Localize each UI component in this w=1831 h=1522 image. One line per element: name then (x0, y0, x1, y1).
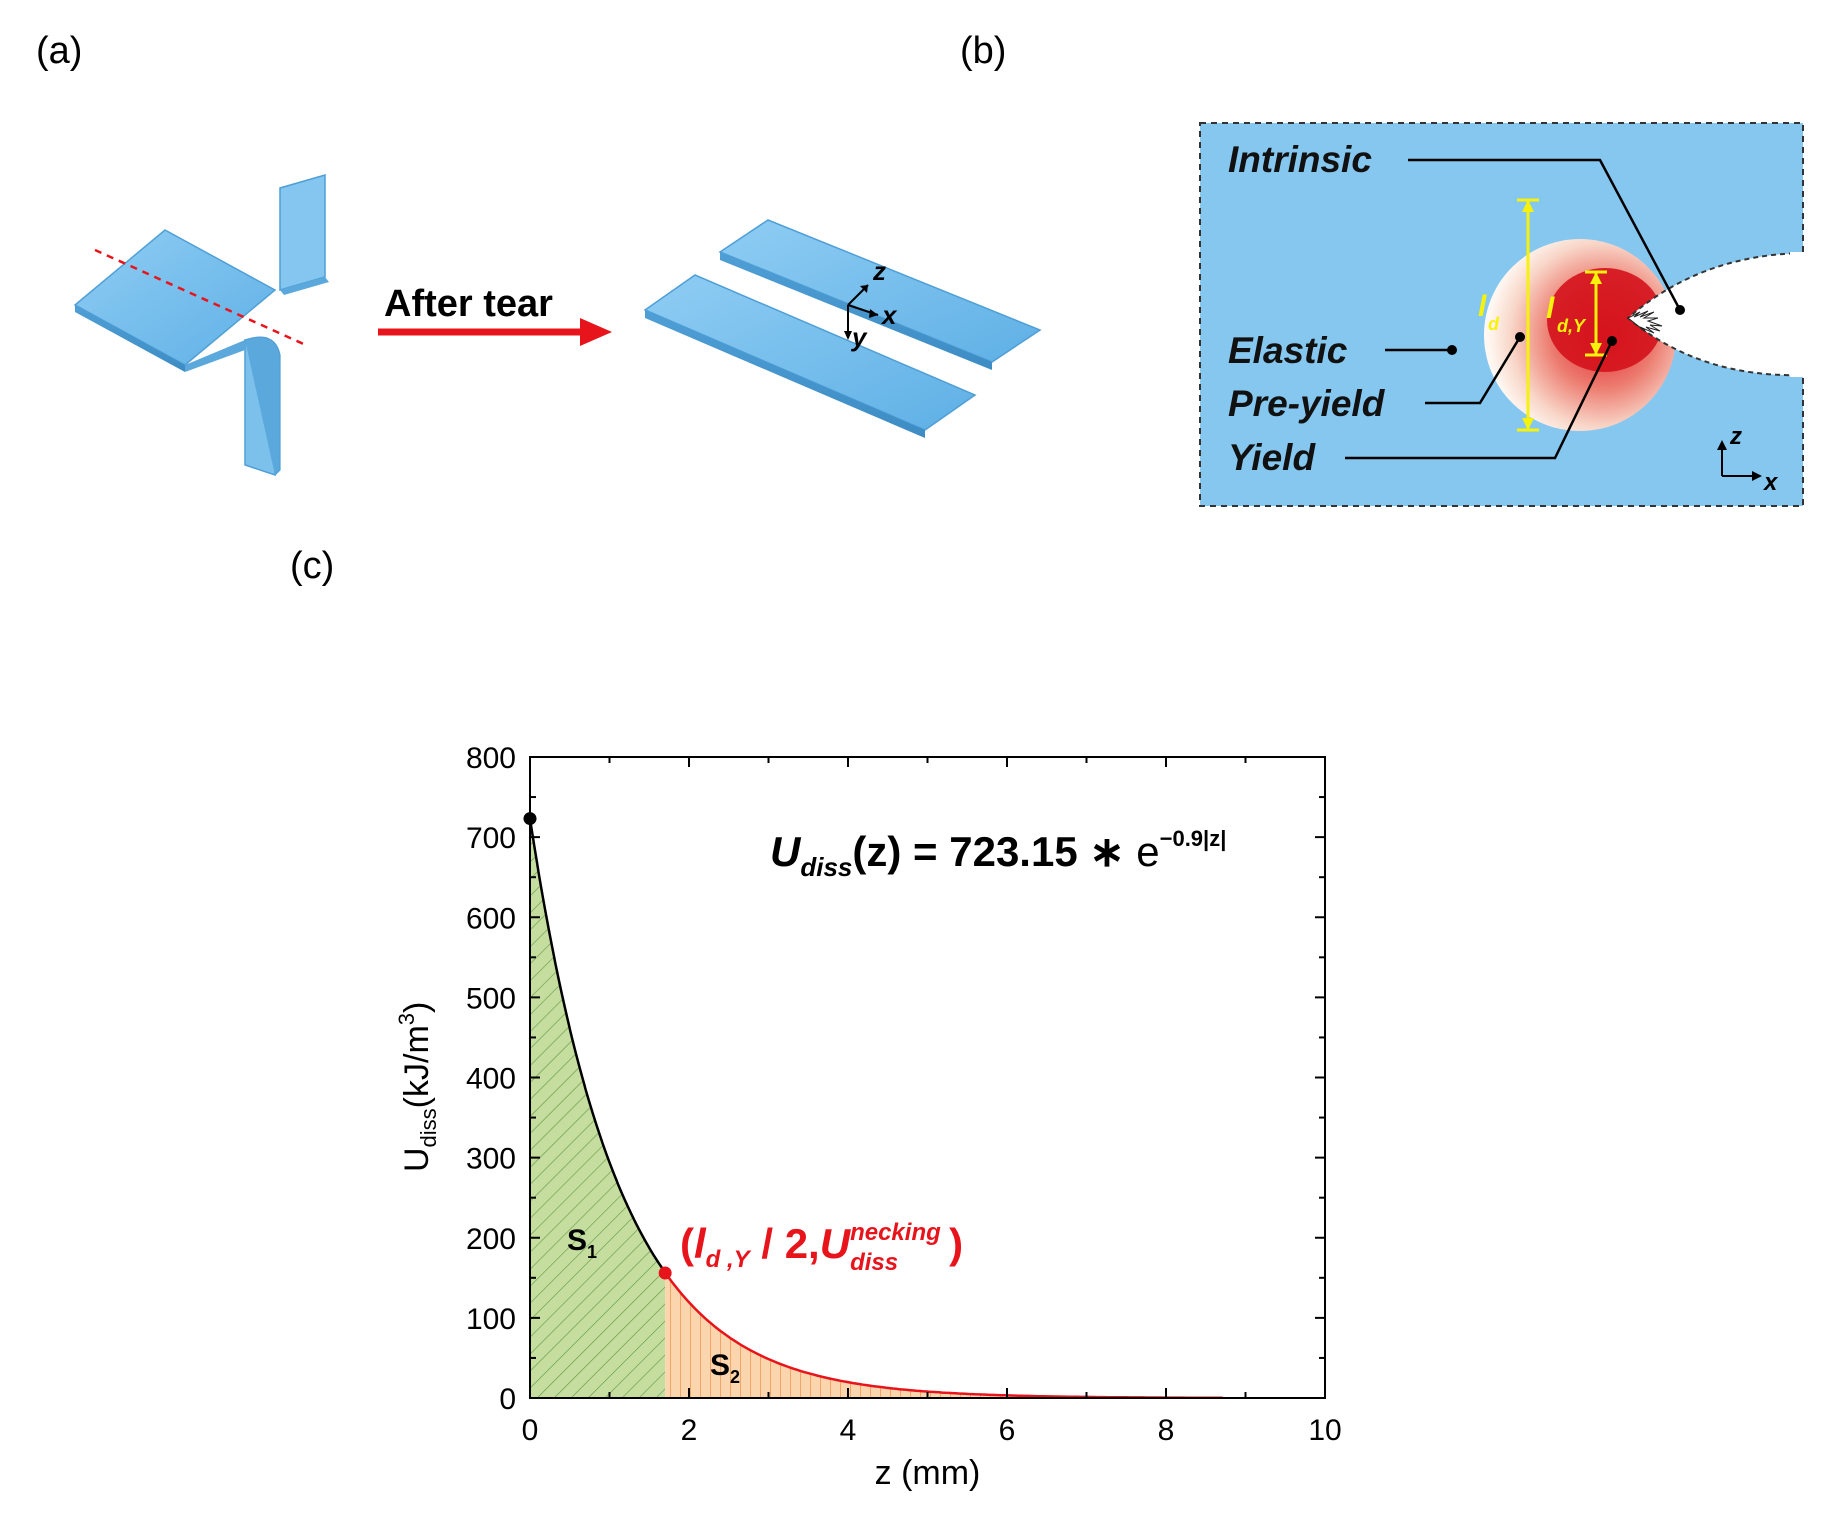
yield-zone (1547, 268, 1663, 372)
axis-x-label-b: x (1762, 469, 1779, 496)
zone-label-yield: Yield (1228, 437, 1316, 478)
split-point-label: (ld ,Y / 2,Unecking diss) (680, 1219, 963, 1276)
x-tick-label: 4 (840, 1414, 857, 1447)
yield-dot (1607, 336, 1617, 346)
axis-y-label-a: y (850, 322, 868, 352)
y-tick-label: 800 (466, 742, 516, 775)
y-tick-label: 100 (466, 1303, 516, 1336)
y-axis-title: Udiss(kJ/m3) (394, 1002, 441, 1172)
axis-x-label-a: x (880, 300, 898, 330)
fibril-bridges (1627, 310, 1663, 334)
y-tick-label: 600 (466, 902, 516, 935)
t-peel-specimen (73, 174, 329, 477)
zone-label-pre-yield: Pre-yield (1228, 383, 1386, 424)
ldy-dimension: l d,Y (1546, 270, 1607, 357)
x-axis-title: z (mm) (875, 1454, 981, 1492)
after-tear-arrowhead (580, 318, 612, 346)
pre-yield-dot (1515, 332, 1525, 342)
x-tick-label: 8 (1158, 1414, 1175, 1447)
y-tick-label: 0 (499, 1383, 516, 1416)
s1-region (530, 818, 666, 1398)
ldy-label: l (1546, 292, 1555, 325)
crack-mouth (1790, 252, 1806, 377)
panel-c-label: (c) (290, 545, 335, 587)
y-tick-label: 700 (466, 822, 516, 855)
start-point (523, 812, 537, 826)
panel-b-label: (b) (960, 30, 1007, 72)
axis-triad-a: z x y (844, 256, 898, 352)
ld-dimension: l d (1478, 198, 1539, 432)
axis-triad-b: z x (1717, 423, 1779, 496)
y-tick-label: 300 (466, 1143, 516, 1176)
zone-label-elastic: Elastic (1228, 330, 1348, 371)
y-tick-label: 200 (466, 1223, 516, 1256)
torn-strips (643, 219, 1042, 438)
s1-label: S1 (567, 1224, 597, 1262)
ldy-subscript: d,Y (1557, 316, 1587, 336)
intrinsic-dot (1675, 305, 1685, 315)
x-tick-label: 2 (681, 1414, 698, 1447)
fit-equation: Udiss(z) = 723.15 ∗ e−0.9|z| (770, 826, 1226, 882)
elastic-dot (1447, 345, 1457, 355)
after-tear-label: After tear (384, 283, 553, 325)
y-tick-label: 400 (466, 1063, 516, 1096)
y-tick-label: 500 (466, 982, 516, 1015)
x-tick-label: 0 (522, 1414, 539, 1447)
s2-region (665, 1272, 1325, 1398)
panel-a-label: (a) (36, 30, 83, 72)
ld-label: l (1478, 290, 1487, 323)
x-tick-label: 6 (999, 1414, 1016, 1447)
ld-subscript: d (1488, 314, 1500, 334)
axis-z-label-b: z (1729, 423, 1742, 450)
x-tick-label: 10 (1308, 1414, 1341, 1447)
s2-label: S2 (710, 1349, 740, 1387)
axis-z-label-a: z (872, 256, 886, 286)
split-point (658, 1266, 672, 1280)
panel-b: l d l d,Y Intrinsic Elastic Pre-yield Yi… (1199, 122, 1806, 507)
zone-leaders (1345, 158, 1682, 460)
zone-label-intrinsic: Intrinsic (1228, 139, 1372, 180)
curve-segment-black (528, 818, 667, 1274)
panel-a: After tear z x y (73, 174, 1042, 477)
